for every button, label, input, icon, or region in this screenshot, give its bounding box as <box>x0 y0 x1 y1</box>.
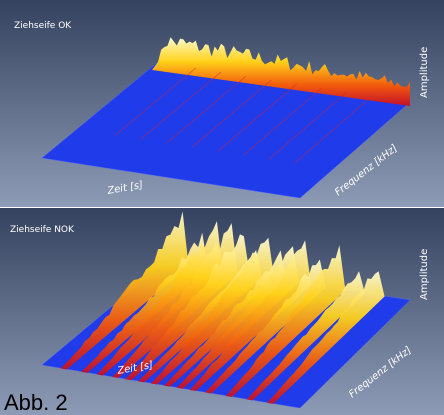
spectral-ridge <box>125 234 250 381</box>
spectral-ridge <box>189 240 312 391</box>
spectral-ridge <box>138 250 263 383</box>
spectral-streak <box>217 83 297 152</box>
panel-title: Ziehseife NOK <box>10 225 75 235</box>
spectral-streak <box>243 87 323 156</box>
spectral-streak <box>268 91 348 160</box>
panel-title: Ziehseife OK <box>14 21 72 31</box>
z-axis-label: Amplitude <box>419 249 430 300</box>
spectral-ridge <box>143 37 410 106</box>
panel-ok: Ziehseife OK Amplitude Zeit [s] Frequenz… <box>0 0 444 207</box>
spectral-streak <box>114 67 197 136</box>
z-axis-label: Amplitude <box>419 47 430 98</box>
caption: Abb. 2 <box>4 390 68 415</box>
spectral-ridge <box>60 211 189 370</box>
spectral-ridge <box>150 237 275 385</box>
spectral-ridge <box>112 223 238 379</box>
spectral-ridge <box>225 245 346 397</box>
spectral-streak <box>294 95 373 164</box>
spectral-ridge <box>96 221 223 376</box>
spectral-ridge <box>176 246 299 389</box>
spectral-ridge <box>205 259 326 394</box>
spectral-ridge <box>267 271 385 404</box>
spectral-ridge <box>81 232 209 373</box>
spectral-ridge <box>163 250 287 387</box>
spectral-streak <box>191 79 272 148</box>
spectral-streak <box>166 75 247 144</box>
panel-nok: Ziehseife NOK Amplitude Zeit [s] Frequen… <box>0 208 444 415</box>
spectral-streak <box>140 71 222 140</box>
spectral-ridge <box>246 271 365 401</box>
